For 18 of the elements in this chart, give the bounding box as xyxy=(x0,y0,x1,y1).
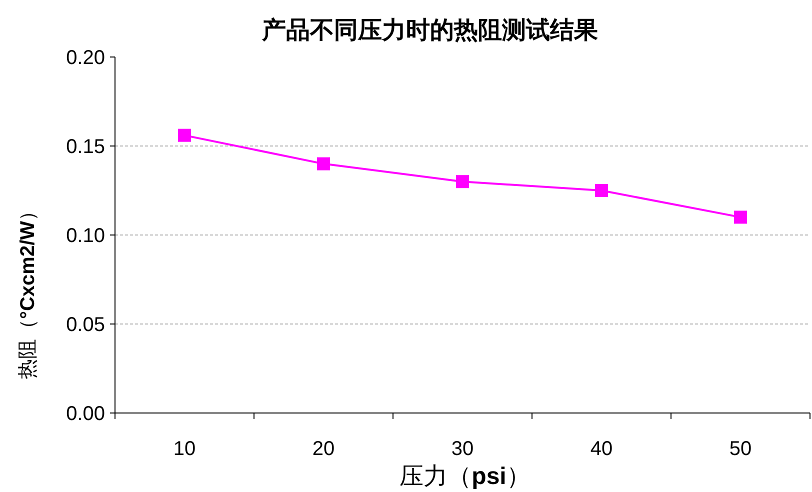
x-tick-label: 30 xyxy=(451,438,474,460)
x-axis-title: 压力（psi） xyxy=(400,463,530,490)
x-tick-label: 10 xyxy=(173,438,196,460)
point xyxy=(178,128,191,142)
x-tick-label: 50 xyxy=(729,438,752,460)
x-tick-label: 20 xyxy=(312,438,335,460)
y-axis-title: 热阻（°Cxcm2/W） xyxy=(17,200,39,380)
y-tick-label: 0.00 xyxy=(66,403,105,425)
point xyxy=(595,184,608,197)
y-tick-label: 0.10 xyxy=(66,225,105,247)
x-tick-label: 40 xyxy=(590,438,613,460)
chart-title: 产品不同压力时的热阻测试结果 xyxy=(261,17,598,44)
y-tick-label: 0.20 xyxy=(66,47,105,69)
point xyxy=(734,210,747,224)
y-tick-label: 0.05 xyxy=(66,314,105,336)
y-tick-label: 0.15 xyxy=(66,136,105,158)
point xyxy=(317,157,330,170)
point xyxy=(456,175,469,188)
